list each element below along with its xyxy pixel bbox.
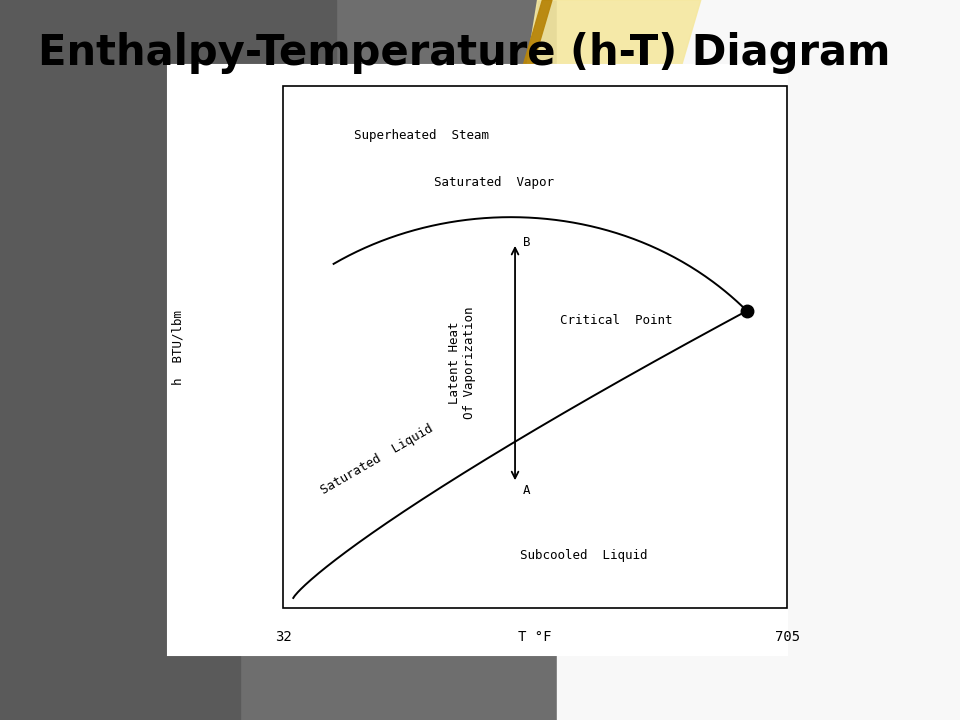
Bar <box>0 0 557 720</box>
Bar <box>0 360 240 720</box>
Text: h  BTU/lbm: h BTU/lbm <box>171 310 184 385</box>
Text: T °F: T °F <box>518 630 552 644</box>
Text: Subcooled  Liquid: Subcooled Liquid <box>520 549 648 562</box>
Text: 705: 705 <box>775 630 800 644</box>
Text: A: A <box>522 484 530 497</box>
Text: Superheated  Steam: Superheated Steam <box>353 129 489 142</box>
Text: Saturated  Liquid: Saturated Liquid <box>319 421 436 497</box>
Bar <box>168 65 787 655</box>
Text: Saturated  Vapor: Saturated Vapor <box>434 176 555 189</box>
Text: Critical  Point: Critical Point <box>561 314 673 327</box>
Text: 32: 32 <box>275 630 292 644</box>
Bar <box>0 0 336 360</box>
Bar <box>240 432 384 648</box>
Text: Latent Heat
Of Vaporization: Latent Heat Of Vaporization <box>448 307 476 419</box>
Polygon shape <box>480 0 701 360</box>
Bar <box>557 0 960 720</box>
Polygon shape <box>437 0 552 360</box>
Text: B: B <box>522 235 530 248</box>
Text: Enthalpy-Temperature (h-T) Diagram: Enthalpy-Temperature (h-T) Diagram <box>38 32 891 74</box>
